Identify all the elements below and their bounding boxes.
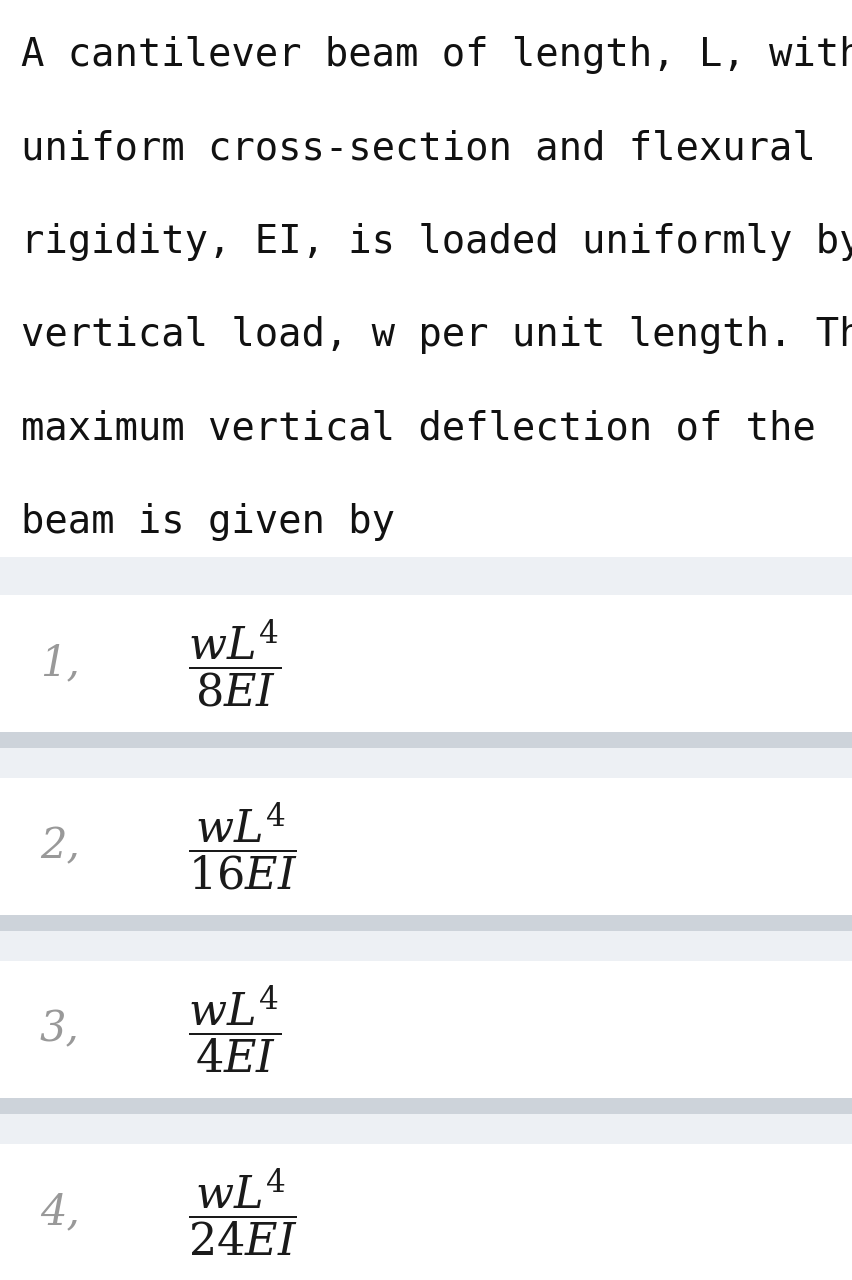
Text: uniform cross-section and flexural: uniform cross-section and flexural xyxy=(21,129,815,168)
Bar xyxy=(0,961,852,1098)
Bar xyxy=(0,748,852,778)
Bar xyxy=(0,915,852,931)
Bar xyxy=(0,1114,852,1144)
Text: $\dfrac{wL^4}{24EI}$: $\dfrac{wL^4}{24EI}$ xyxy=(187,1166,296,1260)
Bar xyxy=(0,1144,852,1280)
Text: 1,: 1, xyxy=(40,643,79,685)
Text: 2,: 2, xyxy=(40,826,79,868)
Bar xyxy=(0,732,852,748)
Text: 3,: 3, xyxy=(40,1009,79,1051)
Text: beam is given by: beam is given by xyxy=(21,503,394,541)
Bar xyxy=(0,557,852,595)
Text: rigidity, EI, is loaded uniformly by a: rigidity, EI, is loaded uniformly by a xyxy=(21,223,852,261)
Bar xyxy=(0,778,852,915)
Bar xyxy=(0,595,852,732)
Text: $\dfrac{wL^4}{4EI}$: $\dfrac{wL^4}{4EI}$ xyxy=(187,983,281,1076)
Text: $\dfrac{wL^4}{16EI}$: $\dfrac{wL^4}{16EI}$ xyxy=(187,800,296,893)
Text: maximum vertical deflection of the: maximum vertical deflection of the xyxy=(21,410,815,448)
Text: vertical load, w per unit length. The: vertical load, w per unit length. The xyxy=(21,316,852,355)
Text: 4,: 4, xyxy=(40,1192,79,1234)
Bar xyxy=(0,931,852,961)
Text: $\dfrac{wL^4}{8EI}$: $\dfrac{wL^4}{8EI}$ xyxy=(187,617,281,710)
Bar xyxy=(0,1098,852,1114)
Text: A cantilever beam of length, L, with: A cantilever beam of length, L, with xyxy=(21,36,852,74)
